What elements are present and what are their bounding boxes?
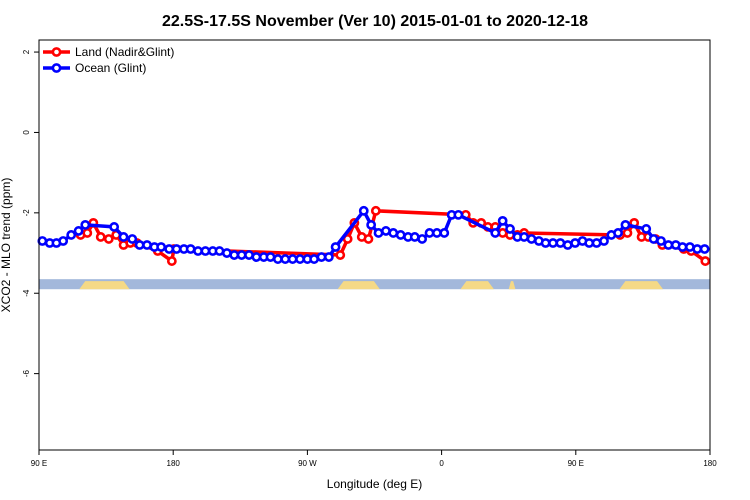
data-point xyxy=(80,220,91,230)
land-band-segment xyxy=(337,281,380,290)
chart-title: 22.5S-17.5S November (Ver 10) 2015-01-01… xyxy=(162,13,588,30)
data-point xyxy=(620,220,631,230)
legend-label: Land (Nadir&Glint) xyxy=(75,45,174,59)
x-axis: 90 E 180 90 W 0 90 E 180 xyxy=(31,450,717,468)
x-tick-label: 90 W xyxy=(298,459,317,468)
data-point xyxy=(166,256,177,266)
legend: Land (Nadir&Glint) Ocean (Glint) xyxy=(43,45,174,75)
data-point xyxy=(58,236,69,246)
data-point xyxy=(417,234,428,244)
land-band-segment xyxy=(508,281,516,290)
series-layer xyxy=(37,205,711,266)
data-point xyxy=(439,228,450,238)
data-point xyxy=(599,236,609,246)
y-axis-label: XCO2 - MLO trend (ppm) xyxy=(0,178,13,313)
data-point xyxy=(366,220,377,230)
data-point xyxy=(370,205,381,216)
data-point xyxy=(103,234,114,244)
data-point xyxy=(66,230,77,240)
data-point xyxy=(82,228,93,238)
legend-marker xyxy=(51,47,62,57)
land-band-segment xyxy=(79,281,130,290)
x-tick-label: 90 E xyxy=(31,459,47,468)
x-tick-label: 180 xyxy=(703,459,717,468)
data-point xyxy=(656,236,666,246)
land-band-segment xyxy=(460,281,494,290)
x-axis-label: Longitude (deg E) xyxy=(327,477,422,491)
data-point xyxy=(613,228,623,238)
y-tick-label: -4 xyxy=(22,289,31,297)
data-point xyxy=(490,228,501,238)
x-tick-label: 0 xyxy=(439,459,444,468)
data-point xyxy=(505,224,515,234)
data-point xyxy=(700,256,711,266)
data-point xyxy=(453,209,464,220)
data-point xyxy=(95,232,106,242)
data-point xyxy=(497,215,508,226)
legend-marker xyxy=(51,63,62,73)
legend-entry: Land (Nadir&Glint) xyxy=(43,45,174,59)
data-point xyxy=(330,242,341,252)
y-tick-label: -6 xyxy=(22,370,31,378)
x-tick-label: 180 xyxy=(167,459,181,468)
land-band-segment xyxy=(619,281,664,290)
plot-frame xyxy=(38,39,711,451)
legend-entry: Ocean (Glint) xyxy=(43,61,146,75)
y-tick-label: 2 xyxy=(22,49,31,54)
y-tick-label: 0 xyxy=(22,130,31,135)
data-point xyxy=(335,250,346,260)
data-point xyxy=(156,242,167,252)
x-tick-label: 90 E xyxy=(568,459,584,468)
data-point xyxy=(323,252,334,262)
ocean-series xyxy=(37,205,710,264)
data-point xyxy=(363,234,374,244)
data-point xyxy=(73,226,84,236)
y-tick-label: -2 xyxy=(22,209,31,217)
legend-label: Ocean (Glint) xyxy=(75,61,146,75)
data-point xyxy=(641,224,652,234)
y-axis: 2 0 -2 -4 -6 xyxy=(22,49,39,377)
surface-band xyxy=(39,279,710,290)
data-point xyxy=(118,232,129,242)
data-point xyxy=(358,205,369,216)
data-point xyxy=(622,228,633,238)
data-point xyxy=(699,244,710,254)
data-point xyxy=(109,222,120,232)
data-point xyxy=(127,234,138,244)
